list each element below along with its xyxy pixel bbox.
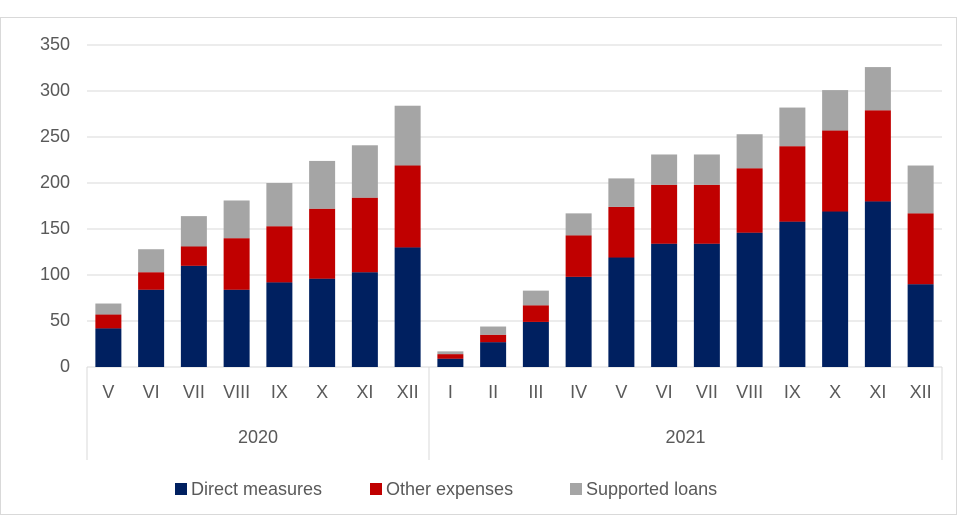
- bar-segment: [480, 334, 507, 343]
- bar-segment: [180, 246, 207, 266]
- x-tick-label: VIII: [223, 382, 250, 402]
- bar-segment: [565, 235, 592, 277]
- legend-label: Supported loans: [586, 479, 717, 499]
- x-tick-label: X: [316, 382, 328, 402]
- bar-segment: [309, 208, 336, 279]
- x-tick-label: V: [615, 382, 627, 402]
- bar-segment: [779, 146, 806, 222]
- x-tick-label: III: [528, 382, 543, 402]
- bar-segment: [480, 326, 507, 335]
- bar-segment: [351, 145, 378, 198]
- bar-segment: [522, 290, 549, 306]
- bar-segment: [180, 265, 207, 367]
- x-tick-label: XI: [356, 382, 373, 402]
- bar-segment: [779, 221, 806, 367]
- bar-segment: [223, 238, 250, 290]
- bar-segment: [223, 200, 250, 239]
- bar-segment: [180, 216, 207, 247]
- bar-segment: [309, 278, 336, 367]
- bar-segment: [266, 183, 293, 227]
- bar-segment: [480, 342, 507, 367]
- bar-segment: [736, 134, 763, 169]
- x-tick-label: X: [829, 382, 841, 402]
- y-tick-label: 350: [40, 34, 70, 54]
- bar-segment: [522, 305, 549, 322]
- x-tick-label: V: [102, 382, 114, 402]
- x-tick-label: II: [488, 382, 498, 402]
- x-tick-label: VIII: [736, 382, 763, 402]
- bar-segment: [608, 206, 635, 258]
- bar-segment: [864, 201, 891, 367]
- bar-segment: [95, 303, 122, 315]
- bar-segment: [651, 243, 678, 367]
- bar-segment: [138, 249, 165, 273]
- x-tick-label: XII: [397, 382, 419, 402]
- x-tick-label: VI: [143, 382, 160, 402]
- legend-swatch: [570, 483, 582, 495]
- group-label: 2020: [238, 427, 278, 447]
- y-tick-label: 50: [50, 310, 70, 330]
- legend-label: Direct measures: [191, 479, 322, 499]
- bar-segment: [608, 178, 635, 207]
- bar-segment: [907, 165, 934, 214]
- legend-label: Other expenses: [386, 479, 513, 499]
- bar-segment: [351, 197, 378, 273]
- bar-segment: [95, 314, 122, 329]
- x-tick-label: IX: [784, 382, 801, 402]
- x-tick-label: XI: [869, 382, 886, 402]
- bar-segment: [651, 184, 678, 244]
- bar-segment: [138, 272, 165, 290]
- bar-segment: [522, 321, 549, 367]
- y-tick-label: 100: [40, 264, 70, 284]
- bar-segment: [266, 282, 293, 367]
- legend-swatch: [175, 483, 187, 495]
- y-tick-label: 200: [40, 172, 70, 192]
- bar-segment: [822, 130, 849, 212]
- bar-segment: [693, 243, 720, 367]
- bar-segment: [565, 276, 592, 367]
- bar-segment: [736, 232, 763, 367]
- bar-segment: [822, 211, 849, 367]
- x-tick-label: VII: [183, 382, 205, 402]
- bar-segment: [394, 105, 421, 166]
- bar-segment: [565, 213, 592, 236]
- bar-segment: [437, 351, 464, 355]
- bar-segment: [394, 165, 421, 248]
- x-tick-label: I: [448, 382, 453, 402]
- y-tick-label: 150: [40, 218, 70, 238]
- bar-segment: [864, 67, 891, 111]
- bar-segment: [907, 213, 934, 285]
- x-tick-label: VI: [656, 382, 673, 402]
- bar-segment: [95, 328, 122, 367]
- group-label: 2021: [665, 427, 705, 447]
- bar-segment: [907, 284, 934, 367]
- bar-segment: [864, 110, 891, 202]
- bar-segment: [437, 354, 464, 359]
- x-tick-label: XII: [910, 382, 932, 402]
- bar-segment: [309, 160, 336, 209]
- bar-segment: [608, 257, 635, 367]
- y-tick-label: 300: [40, 80, 70, 100]
- bar-segment: [394, 247, 421, 367]
- bar-segment: [693, 154, 720, 185]
- x-tick-label: IV: [570, 382, 587, 402]
- y-tick-label: 250: [40, 126, 70, 146]
- bar-segment: [693, 184, 720, 244]
- bar-segment: [779, 107, 806, 147]
- y-tick-label: 0: [60, 356, 70, 376]
- bar-segment: [822, 90, 849, 131]
- bar-segment: [651, 154, 678, 185]
- legend-swatch: [370, 483, 382, 495]
- bar-segment: [266, 226, 293, 283]
- x-tick-label: VII: [696, 382, 718, 402]
- bar-segment: [736, 168, 763, 233]
- bar-segment: [351, 272, 378, 367]
- bar-segment: [223, 289, 250, 367]
- bar-segment: [138, 289, 165, 367]
- bar-segment: [437, 358, 464, 367]
- x-tick-label: IX: [271, 382, 288, 402]
